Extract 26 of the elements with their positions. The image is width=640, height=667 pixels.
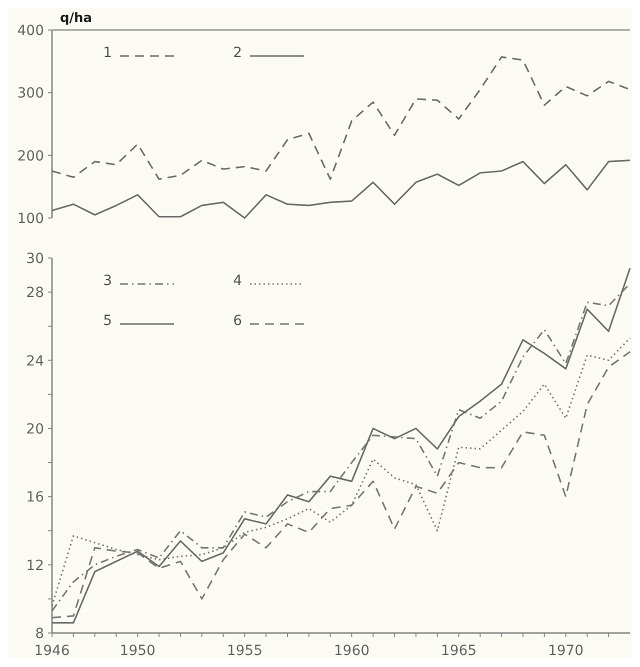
y-tick-label: 24 xyxy=(26,353,44,370)
legend-label: 1 xyxy=(103,45,112,61)
y-tick-label: 20 xyxy=(26,421,44,438)
legend-label: 2 xyxy=(233,45,242,61)
y-tick-label: 30 xyxy=(26,251,44,267)
y-tick-label: 300 xyxy=(17,86,44,102)
y-tick-label: 8 xyxy=(35,626,44,642)
x-tick-label: 1960 xyxy=(334,643,370,659)
legend-label: 3 xyxy=(103,273,112,289)
legend-label: 4 xyxy=(233,273,242,289)
y-tick-label: 100 xyxy=(17,211,44,227)
y-axis-title: q/ha xyxy=(60,11,92,26)
x-tick-label: 1955 xyxy=(226,643,262,659)
y-tick-label: 400 xyxy=(17,23,44,39)
line-series xyxy=(51,160,631,219)
x-tick-label: 1965 xyxy=(440,643,477,659)
y-tick-label: 12 xyxy=(26,558,44,574)
x-tick-label: 1950 xyxy=(120,643,156,659)
line-series xyxy=(51,56,631,180)
x-tick-label: 1970 xyxy=(548,643,584,659)
legend-label: 5 xyxy=(103,313,112,329)
y-tick-label: 28 xyxy=(26,285,44,302)
x-tick-label: 1946 xyxy=(34,643,70,659)
legend-label: 6 xyxy=(233,313,242,329)
y-tick-label: 16 xyxy=(26,490,44,506)
y-tick-label: 200 xyxy=(17,148,44,164)
